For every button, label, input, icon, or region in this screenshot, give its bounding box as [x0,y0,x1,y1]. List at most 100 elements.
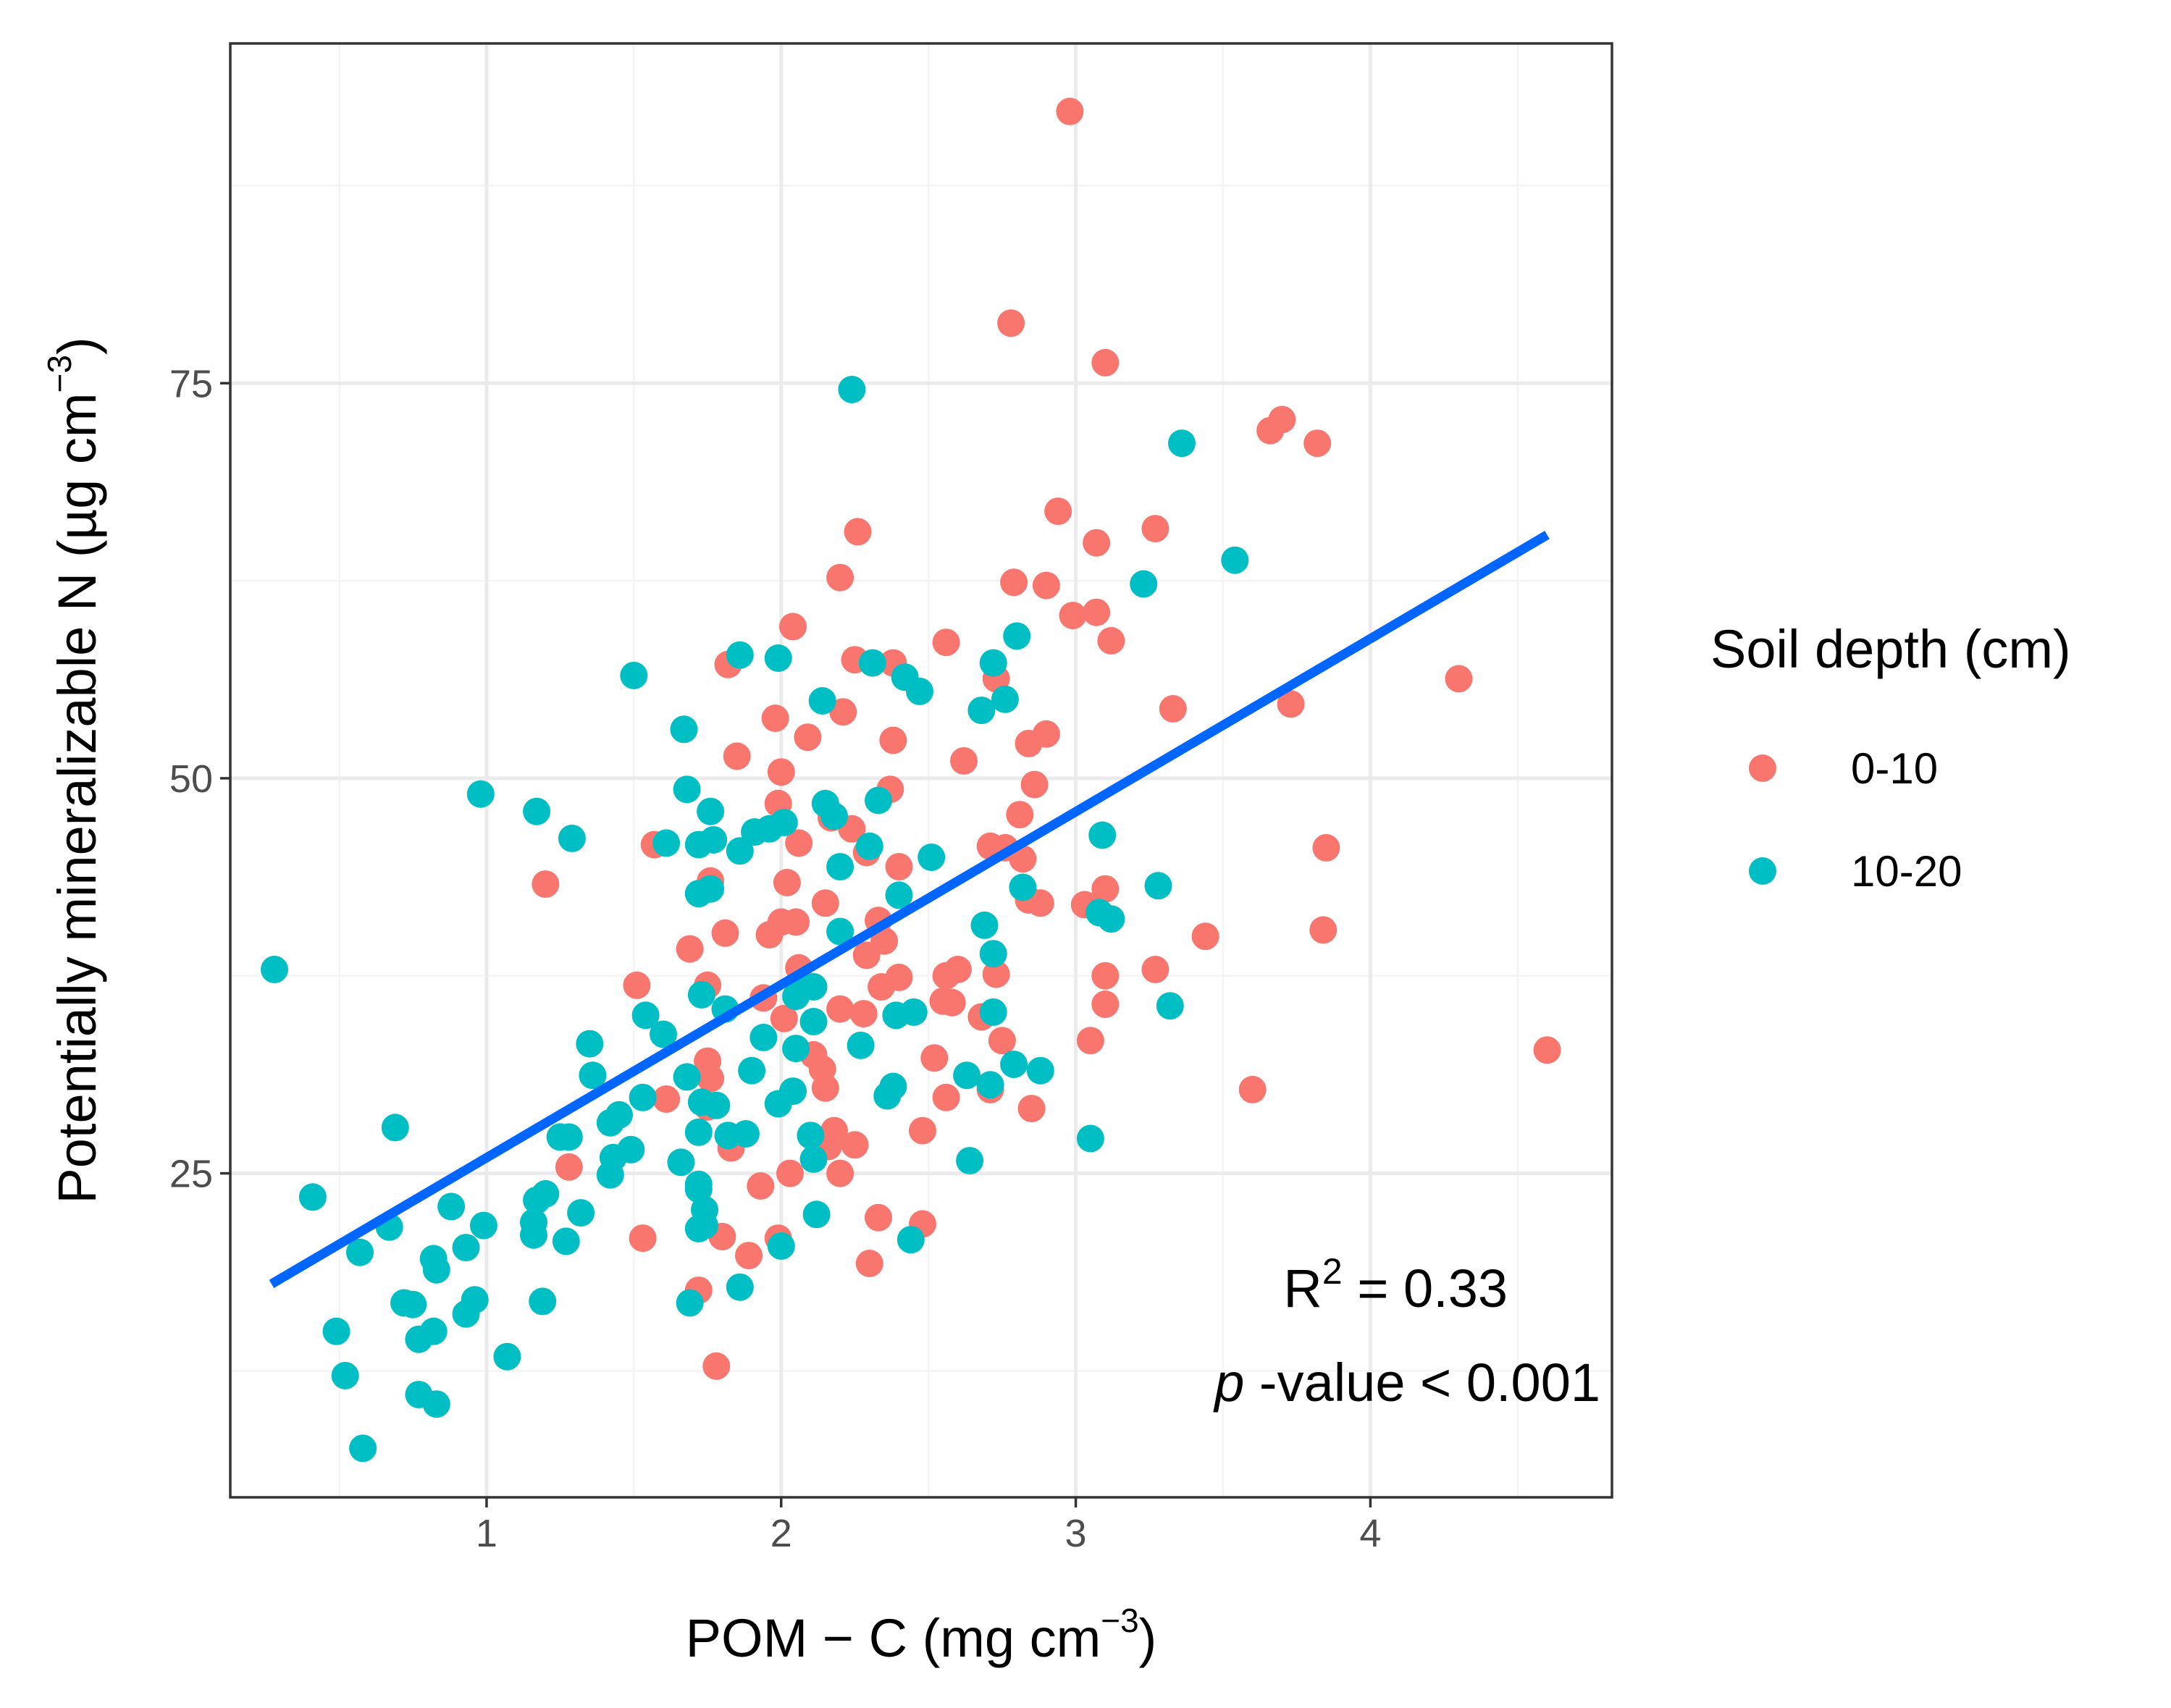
data-point-0-10 [555,1153,583,1181]
data-point-10-20 [953,1061,981,1090]
p-value-annotation: p -value < 0.001 [1213,1352,1600,1413]
data-point-10-20 [687,980,715,1009]
data-point-10-20 [917,844,946,871]
data-point-0-10 [1044,497,1072,526]
data-point-0-10 [1059,602,1087,630]
y-tick-label: 50 [169,757,213,801]
plot-panel-border [229,42,1613,1499]
data-point-10-20 [520,1221,547,1249]
data-point-10-20 [1221,546,1249,574]
data-point-10-20 [1026,1056,1054,1085]
data-point-10-20 [1144,872,1172,900]
data-point-10-20 [979,998,1007,1026]
data-point-0-10 [1141,515,1170,543]
data-point-10-20 [349,1434,377,1463]
data-point-0-10 [702,1352,731,1380]
data-point-0-10 [1277,690,1305,718]
data-point-0-10 [1083,598,1111,626]
data-point-0-10 [811,1074,839,1102]
data-point-0-10 [711,919,739,947]
data-point-0-10 [735,1242,763,1270]
x-tick-label: 1 [476,1512,497,1555]
data-point-0-10 [929,987,957,1015]
data-point-10-20 [896,1226,925,1254]
data-point-10-20 [797,1122,825,1150]
data-point-0-10 [1020,770,1049,799]
data-point-10-20 [596,1108,624,1137]
data-point-10-20 [493,1342,521,1371]
data-point-10-20 [579,1061,607,1090]
data-point-10-20 [855,832,883,860]
y-tick-label: 75 [169,362,213,405]
data-point-0-10 [852,941,881,969]
data-point-10-20 [673,1063,701,1091]
data-point-10-20 [1000,1051,1028,1078]
data-point-0-10 [747,1172,775,1200]
data-point-0-10 [997,309,1025,337]
data-point-0-10 [1091,962,1120,990]
data-point-10-20 [422,1390,450,1418]
data-point-10-20 [1156,992,1184,1020]
data-point-0-10 [794,723,822,752]
data-point-10-20 [976,1071,1004,1099]
legend-title: Soil depth (cm) [1710,619,2071,679]
x-tick-label: 3 [1065,1512,1087,1555]
data-point-10-20 [970,911,999,939]
data-point-10-20 [838,376,866,403]
data-point-0-10 [676,935,704,963]
data-point-0-10 [855,1250,883,1277]
data-point-10-20 [399,1290,427,1318]
data-point-10-20 [555,1123,583,1151]
data-point-10-20 [298,1183,327,1211]
data-point-10-20 [469,1211,497,1240]
data-point-10-20 [676,1289,704,1317]
data-point-10-20 [405,1325,433,1353]
data-point-10-20 [452,1300,480,1328]
data-point-0-10 [932,962,960,990]
data-point-0-10 [1091,990,1120,1018]
data-point-10-20 [631,1001,660,1030]
data-point-10-20 [437,1192,466,1221]
data-point-10-20 [865,786,892,815]
data-point-10-20 [802,1200,831,1229]
legend: Soil depth (cm) 0-10 10-20 [1710,619,2071,896]
legend-label-0-10: 0-10 [1851,744,1938,793]
data-point-10-20 [532,1179,560,1208]
data-point-10-20 [899,998,928,1026]
data-point-0-10 [849,1000,878,1028]
data-point-0-10 [779,613,807,641]
data-point-0-10 [920,1044,949,1072]
regression-line [269,531,1550,1288]
data-point-10-20 [820,802,848,830]
data-point-10-20 [873,1082,902,1110]
r-squared-annotation: R2 = 0.33 [1283,1251,1508,1318]
data-point-10-20 [1076,1124,1104,1153]
legend-key-0-10 [1749,754,1776,782]
data-point-0-10 [1017,1095,1046,1123]
data-point-0-10 [909,1116,936,1145]
data-point-10-20 [673,775,701,804]
data-point-0-10 [1445,665,1473,693]
data-point-0-10 [785,829,813,857]
data-point-0-10 [988,1027,1016,1055]
data-point-10-20 [847,1031,875,1059]
data-point-10-20 [466,780,495,808]
data-point-0-10 [841,1131,869,1159]
data-point-10-20 [731,1120,760,1148]
data-point-10-20 [552,1227,580,1255]
data-point-0-10 [844,518,872,546]
data-point-10-20 [322,1317,350,1345]
data-point-10-20 [749,1023,778,1051]
data-point-0-10 [1026,889,1054,917]
data-point-0-10 [1076,1027,1104,1055]
data-point-0-10 [755,921,784,948]
data-point-10-20 [697,797,725,825]
data-point-0-10 [1091,875,1120,903]
data-point-10-20 [684,830,713,859]
data-point-0-10 [932,628,960,657]
data-point-0-10 [868,973,896,1001]
data-point-0-10 [932,1083,960,1111]
data-point-0-10 [1000,568,1028,597]
data-point-0-10 [1083,529,1111,557]
